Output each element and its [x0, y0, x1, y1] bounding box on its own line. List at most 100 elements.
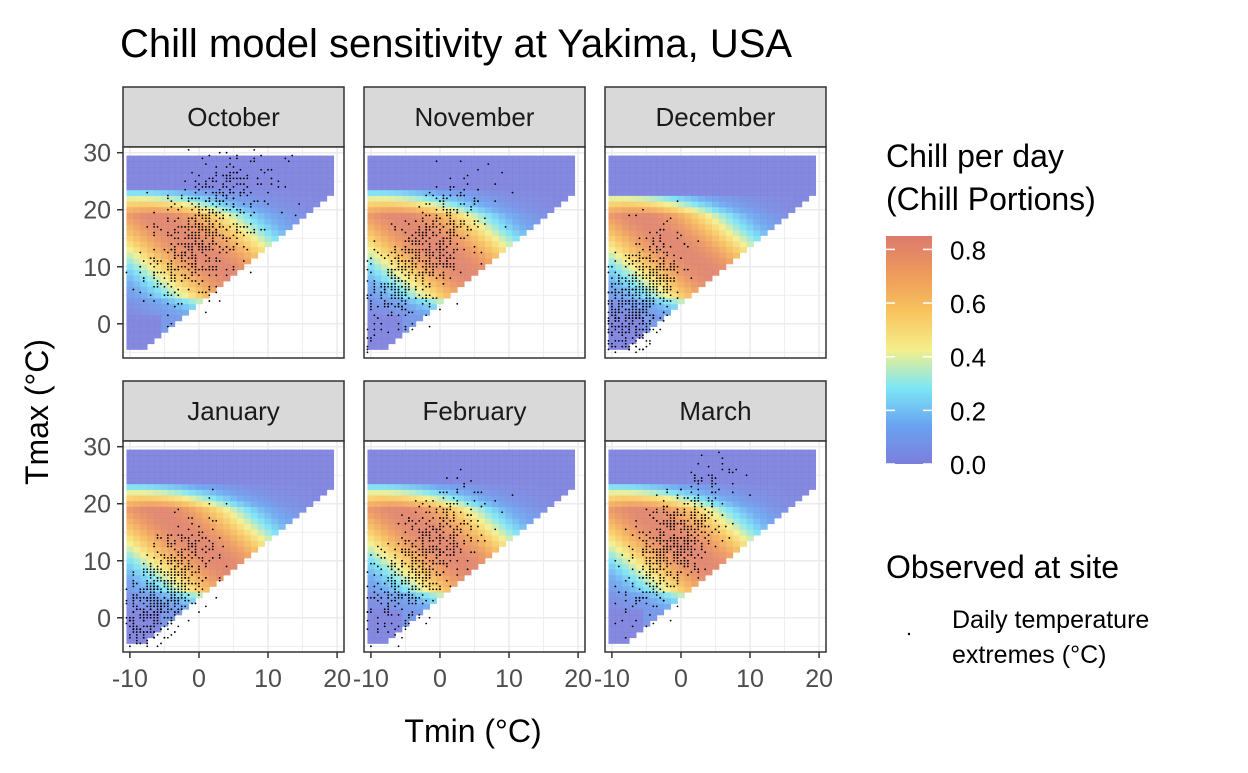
heatmap-tile: [547, 190, 554, 196]
observed-point: [608, 272, 610, 274]
heatmap-tile: [223, 524, 230, 530]
observed-point: [614, 297, 616, 299]
observed-point: [202, 217, 204, 219]
observed-point: [250, 215, 252, 217]
observed-point: [177, 551, 179, 553]
heatmap-tile: [499, 235, 506, 241]
heatmap-tile: [265, 461, 272, 467]
observed-point: [453, 220, 455, 222]
observed-point: [398, 329, 400, 331]
observed-point: [436, 257, 438, 259]
observed-point: [222, 209, 224, 211]
heatmap-tile: [271, 472, 278, 478]
heatmap-tile: [175, 315, 182, 321]
heatmap-tile: [175, 281, 182, 287]
observed-point: [646, 329, 648, 331]
heatmap-tile: [526, 224, 533, 230]
heatmap-tile: [705, 270, 712, 276]
heatmap-tile: [671, 156, 678, 162]
heatmap-tile: [802, 173, 809, 179]
heatmap-tile: [168, 501, 175, 507]
heatmap-tile: [209, 450, 216, 456]
heatmap-tile: [278, 161, 285, 167]
observed-point: [673, 260, 675, 262]
observed-point: [177, 269, 179, 271]
observed-point: [243, 189, 245, 191]
observed-point: [167, 623, 169, 625]
heatmap-tile: [230, 547, 237, 553]
observed-point: [208, 289, 210, 291]
observed-point: [635, 277, 637, 279]
heatmap-tile: [719, 224, 726, 230]
observed-point: [188, 594, 190, 596]
heatmap-tile: [726, 207, 733, 213]
heatmap-tile: [512, 224, 519, 230]
heatmap-tile: [636, 218, 643, 224]
observed-point: [150, 583, 152, 585]
observed-point: [659, 329, 661, 331]
heatmap-tile: [478, 184, 485, 190]
observed-point: [174, 566, 176, 568]
heatmap-tile: [133, 213, 140, 219]
heatmap-tile: [712, 195, 719, 201]
observed-point: [208, 197, 210, 199]
heatmap-tile: [615, 156, 622, 162]
heatmap-tile: [285, 201, 292, 207]
heatmap-tile: [733, 201, 740, 207]
observed-point: [153, 223, 155, 225]
heatmap-tile: [154, 287, 161, 293]
heatmap-tile: [478, 264, 485, 270]
observed-point: [439, 229, 441, 231]
observed-point: [153, 625, 155, 627]
observed-point: [146, 597, 148, 599]
observed-point: [628, 289, 630, 291]
heatmap-tile: [299, 495, 306, 501]
heatmap-tile: [182, 484, 189, 490]
observed-point: [157, 623, 159, 625]
heatmap-tile: [809, 161, 816, 167]
observed-point: [153, 226, 155, 228]
heatmap-tile: [533, 167, 540, 173]
heatmap-tile: [147, 512, 154, 518]
observed-point: [164, 597, 166, 599]
observed-point: [129, 634, 131, 636]
heatmap-tile: [388, 184, 395, 190]
observed-point: [656, 289, 658, 291]
observed-point: [394, 249, 396, 251]
heatmap-tile: [608, 241, 615, 247]
observed-point: [449, 209, 451, 211]
observed-point: [614, 283, 616, 285]
observed-point: [652, 314, 654, 316]
observed-point: [639, 254, 641, 256]
heatmap-tile: [671, 184, 678, 190]
heatmap-tile: [189, 281, 196, 287]
heatmap-tile: [196, 161, 203, 167]
heatmap-tile: [140, 213, 147, 219]
heatmap-tile: [698, 184, 705, 190]
heatmap-tile: [795, 161, 802, 167]
observed-point: [635, 272, 637, 274]
observed-point: [646, 289, 648, 291]
observed-point: [229, 192, 231, 194]
heatmap-tile: [209, 461, 216, 467]
heatmap-tile: [781, 195, 788, 201]
heatmap-tile: [320, 156, 327, 162]
observed-point: [233, 269, 235, 271]
heatmap-tile: [381, 224, 388, 230]
observed-point: [394, 280, 396, 282]
observed-point: [474, 200, 476, 202]
observed-point: [170, 620, 172, 622]
heatmap-tile: [140, 455, 147, 461]
heatmap-tile: [265, 224, 272, 230]
heatmap-tile: [320, 484, 327, 490]
observed-point: [153, 594, 155, 596]
observed-point: [439, 263, 441, 265]
heatmap-tile: [140, 321, 147, 327]
observed-point: [635, 280, 637, 282]
observed-point: [174, 292, 176, 294]
heatmap-tile: [258, 467, 265, 473]
heatmap-tile: [533, 156, 540, 162]
observed-point: [184, 586, 186, 588]
observed-point: [208, 497, 210, 499]
observed-point: [415, 243, 417, 245]
